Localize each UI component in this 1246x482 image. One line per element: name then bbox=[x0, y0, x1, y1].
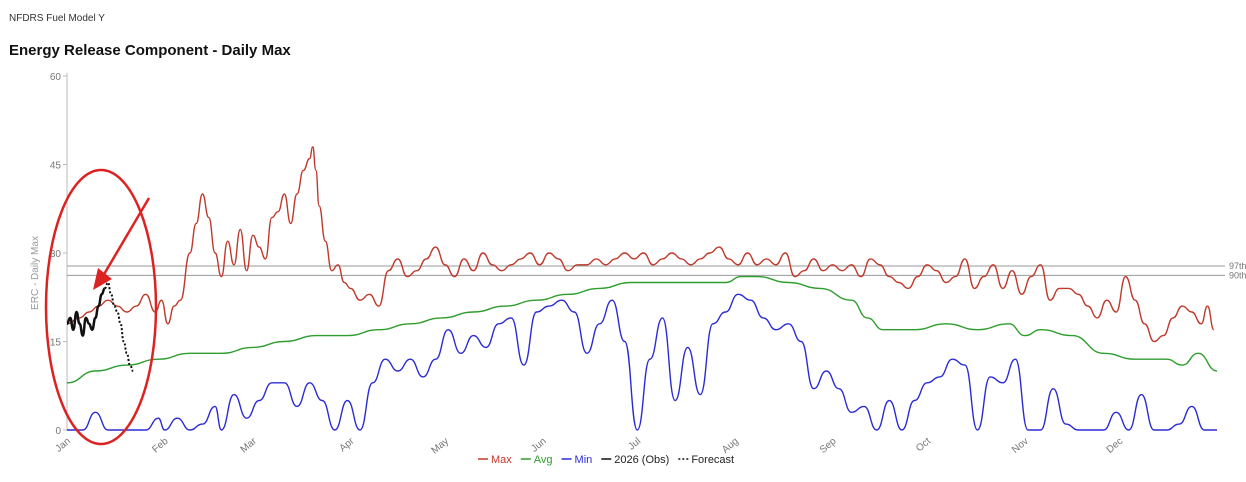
annotation-circle bbox=[44, 168, 158, 446]
legend-label-avg: Avg bbox=[534, 454, 553, 466]
y-axis-label: ERC - Daily Max bbox=[30, 236, 41, 310]
x-tick-label: Jul bbox=[626, 436, 643, 453]
legend-label-forecast: Forecast bbox=[691, 454, 734, 466]
reference-line-label: 97th% bbox=[1229, 261, 1246, 271]
annotation-arrowhead bbox=[93, 268, 112, 290]
x-tick-label: Apr bbox=[337, 435, 357, 454]
legend-label-max: Max bbox=[491, 454, 512, 466]
chart-series bbox=[66, 146, 1218, 431]
legend-label-2026-obs: 2026 (Obs) bbox=[614, 454, 669, 466]
series-line-avg bbox=[66, 275, 1218, 384]
percentile-reference-lines: 97th%90th% bbox=[67, 261, 1246, 280]
series-line-max bbox=[66, 146, 1215, 343]
x-tick-label: Jun bbox=[529, 436, 548, 455]
series-line-2026-obs bbox=[66, 287, 106, 337]
series-line-forecast bbox=[104, 281, 134, 372]
x-tick-label: Nov bbox=[1010, 436, 1031, 456]
series-line-min bbox=[67, 293, 1217, 431]
reference-line-label: 90th% bbox=[1229, 270, 1246, 280]
annotation-arrow-shaft bbox=[101, 197, 151, 277]
x-tick-label: Jan bbox=[54, 436, 73, 455]
x-tick-label: Feb bbox=[150, 436, 171, 456]
red-annotation bbox=[44, 168, 158, 446]
x-tick-label: Dec bbox=[1105, 436, 1126, 456]
x-tick-label: May bbox=[429, 436, 451, 457]
x-tick-label: Mar bbox=[239, 435, 260, 455]
x-tick-label: Oct bbox=[914, 436, 933, 455]
x-tick-label: Sep bbox=[818, 436, 839, 456]
legend-label-min: Min bbox=[575, 454, 593, 466]
x-tick-label: Aug bbox=[720, 436, 741, 456]
y-tick-label: 15 bbox=[50, 338, 62, 349]
y-tick-label: 30 bbox=[50, 249, 62, 260]
chart-legend: Max Avg Min 2026 (Obs) Forecast bbox=[478, 454, 734, 466]
chart-subtitle: NFDRS Fuel Model Y bbox=[9, 13, 105, 24]
chart-title: Energy Release Component - Daily Max bbox=[9, 42, 291, 59]
y-tick-label: 60 bbox=[50, 72, 62, 83]
y-tick-label: 45 bbox=[50, 161, 62, 172]
y-tick-label: 0 bbox=[55, 426, 61, 437]
